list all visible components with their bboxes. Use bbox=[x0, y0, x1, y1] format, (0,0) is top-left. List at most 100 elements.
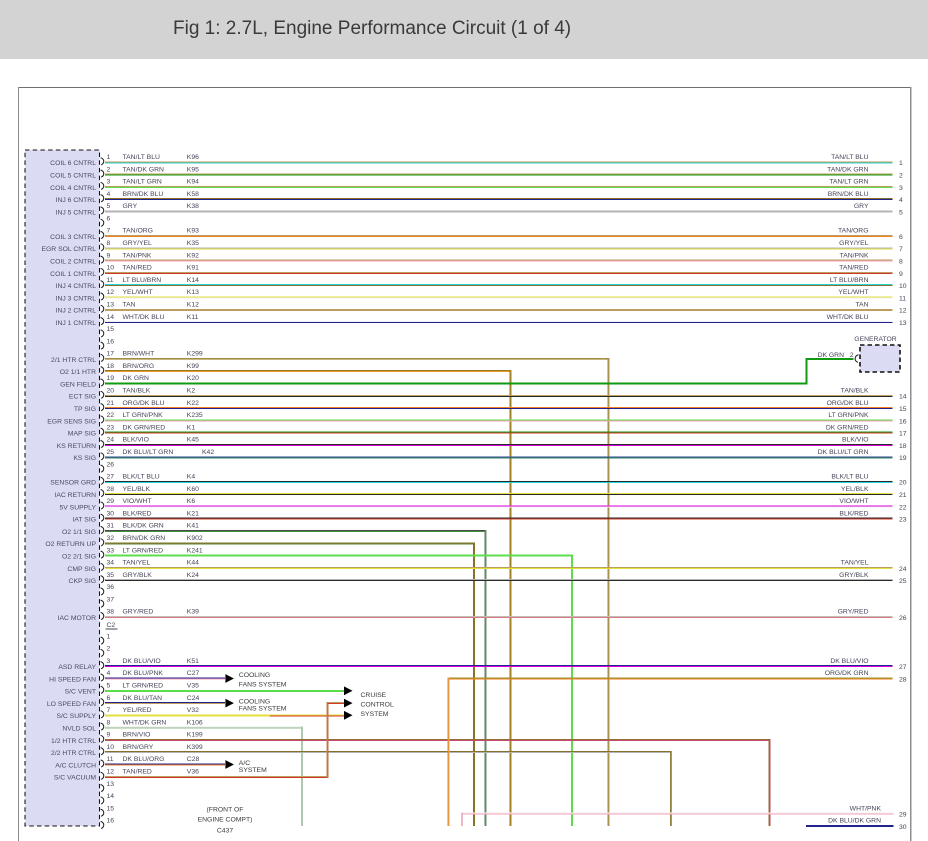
svg-text:5V SUPPLY: 5V SUPPLY bbox=[59, 504, 96, 511]
svg-text:VIO/WHT: VIO/WHT bbox=[123, 498, 152, 505]
svg-text:20: 20 bbox=[107, 388, 115, 395]
svg-text:EGR SENS SIG: EGR SENS SIG bbox=[47, 418, 96, 425]
svg-text:INJ 1 CNTRL: INJ 1 CNTRL bbox=[56, 320, 97, 327]
svg-text:TAN/RED: TAN/RED bbox=[839, 265, 868, 272]
svg-text:10: 10 bbox=[899, 283, 907, 290]
svg-text:2: 2 bbox=[899, 173, 903, 180]
svg-text:GENERATOR: GENERATOR bbox=[854, 336, 897, 343]
svg-text:LT GRN/PNK: LT GRN/PNK bbox=[123, 412, 164, 419]
svg-text:18: 18 bbox=[107, 363, 115, 370]
svg-text:K12: K12 bbox=[187, 302, 199, 309]
svg-text:BLK/VIO: BLK/VIO bbox=[123, 437, 149, 444]
svg-text:COIL 5 CNTRL: COIL 5 CNTRL bbox=[50, 173, 96, 180]
svg-text:NVLD SOL: NVLD SOL bbox=[62, 726, 96, 733]
svg-text:C2: C2 bbox=[107, 622, 116, 629]
svg-text:13: 13 bbox=[107, 781, 115, 788]
svg-text:FANS SYSTEM: FANS SYSTEM bbox=[239, 682, 287, 689]
svg-text:Fig 1: 2.7L, Engine Performanc: Fig 1: 2.7L, Engine Performance Circuit … bbox=[173, 18, 571, 39]
svg-text:LT BLU/BRN: LT BLU/BRN bbox=[830, 277, 869, 284]
svg-text:C437: C437 bbox=[217, 828, 233, 835]
svg-text:BRN/VIO: BRN/VIO bbox=[123, 732, 151, 739]
svg-text:K38: K38 bbox=[187, 203, 199, 210]
svg-text:C28: C28 bbox=[187, 756, 200, 763]
svg-text:BLK/VIO: BLK/VIO bbox=[842, 437, 868, 444]
svg-text:35: 35 bbox=[107, 572, 115, 579]
svg-text:BLK/RED: BLK/RED bbox=[123, 510, 152, 517]
svg-text:KS RETURN: KS RETURN bbox=[57, 443, 96, 450]
svg-text:18: 18 bbox=[899, 443, 907, 450]
svg-text:DK GRN: DK GRN bbox=[818, 352, 845, 359]
svg-text:1: 1 bbox=[899, 160, 903, 167]
svg-text:COIL 1 CNTRL: COIL 1 CNTRL bbox=[50, 271, 96, 278]
svg-text:COIL 3 CNTRL: COIL 3 CNTRL bbox=[50, 234, 96, 241]
svg-text:12: 12 bbox=[107, 769, 115, 776]
svg-text:K21: K21 bbox=[187, 510, 199, 517]
svg-text:KS SIG: KS SIG bbox=[73, 455, 96, 462]
svg-text:26: 26 bbox=[899, 615, 907, 622]
svg-text:6: 6 bbox=[107, 695, 111, 702]
svg-text:28: 28 bbox=[899, 676, 907, 683]
svg-text:MAP SIG: MAP SIG bbox=[68, 431, 96, 438]
svg-text:LO SPEED FAN: LO SPEED FAN bbox=[47, 701, 96, 708]
svg-text:K299: K299 bbox=[187, 351, 203, 358]
svg-text:BRN/DK BLU: BRN/DK BLU bbox=[828, 191, 869, 198]
svg-text:(FRONT OF: (FRONT OF bbox=[207, 807, 244, 814]
svg-text:BRN/DK BLU: BRN/DK BLU bbox=[123, 191, 164, 198]
svg-text:TAN: TAN bbox=[123, 302, 136, 309]
svg-text:10: 10 bbox=[107, 265, 115, 272]
svg-text:TP SIG: TP SIG bbox=[74, 406, 96, 413]
svg-text:29: 29 bbox=[107, 498, 115, 505]
svg-text:K92: K92 bbox=[187, 252, 199, 259]
svg-text:22: 22 bbox=[899, 504, 907, 511]
svg-text:BRN/DK GRN: BRN/DK GRN bbox=[123, 535, 166, 542]
svg-text:1: 1 bbox=[107, 154, 111, 161]
svg-text:25: 25 bbox=[107, 449, 115, 456]
svg-text:GRY/BLK: GRY/BLK bbox=[123, 572, 153, 579]
svg-text:21: 21 bbox=[899, 492, 907, 499]
svg-text:23: 23 bbox=[107, 424, 115, 431]
svg-text:S/C VENT: S/C VENT bbox=[65, 689, 96, 696]
svg-text:K6: K6 bbox=[187, 498, 196, 505]
svg-text:DK BLU/LT GRN: DK BLU/LT GRN bbox=[123, 449, 174, 456]
svg-text:K24: K24 bbox=[187, 572, 199, 579]
svg-text:FANS SYSTEM: FANS SYSTEM bbox=[239, 706, 287, 713]
svg-text:28: 28 bbox=[107, 486, 115, 493]
svg-text:O2 2/1 SIG: O2 2/1 SIG bbox=[62, 554, 96, 561]
svg-text:YEL/WHT: YEL/WHT bbox=[123, 289, 153, 296]
svg-text:13: 13 bbox=[107, 302, 115, 309]
svg-text:30: 30 bbox=[899, 824, 907, 831]
svg-text:COIL 2 CNTRL: COIL 2 CNTRL bbox=[50, 259, 96, 266]
svg-text:BRN/ORG: BRN/ORG bbox=[123, 363, 155, 370]
svg-text:27: 27 bbox=[107, 474, 115, 481]
svg-text:O2 1/1 SIG: O2 1/1 SIG bbox=[62, 529, 96, 536]
svg-text:V32: V32 bbox=[187, 707, 199, 714]
svg-text:3: 3 bbox=[107, 179, 111, 186]
svg-text:CMP SIG: CMP SIG bbox=[67, 566, 96, 573]
svg-text:LT GRN/RED: LT GRN/RED bbox=[123, 547, 164, 554]
svg-text:ECT SIG: ECT SIG bbox=[69, 394, 96, 401]
svg-text:14: 14 bbox=[899, 394, 907, 401]
svg-text:SENSOR GRD: SENSOR GRD bbox=[50, 480, 96, 487]
svg-text:9: 9 bbox=[899, 271, 903, 278]
svg-text:YEL/RED: YEL/RED bbox=[123, 707, 152, 714]
svg-text:IAC RETURN: IAC RETURN bbox=[54, 492, 96, 499]
svg-text:V35: V35 bbox=[187, 683, 199, 690]
svg-text:TAN/BLK: TAN/BLK bbox=[841, 388, 869, 395]
svg-text:GRY: GRY bbox=[123, 203, 138, 210]
svg-text:EGR SOL CNTRL: EGR SOL CNTRL bbox=[41, 246, 96, 253]
svg-text:22: 22 bbox=[107, 412, 115, 419]
svg-text:15: 15 bbox=[899, 406, 907, 413]
svg-text:K95: K95 bbox=[187, 166, 199, 173]
svg-text:5: 5 bbox=[107, 683, 111, 690]
svg-text:BRN/GRY: BRN/GRY bbox=[123, 744, 154, 751]
svg-text:12: 12 bbox=[107, 289, 115, 296]
svg-text:V36: V36 bbox=[187, 769, 199, 776]
svg-text:19: 19 bbox=[899, 455, 907, 462]
svg-text:TAN/LT GRN: TAN/LT GRN bbox=[829, 179, 868, 186]
svg-text:K106: K106 bbox=[187, 719, 203, 726]
svg-text:BLK/LT BLU: BLK/LT BLU bbox=[123, 474, 160, 481]
svg-text:K22: K22 bbox=[187, 400, 199, 407]
svg-text:WHT/PNK: WHT/PNK bbox=[850, 805, 882, 812]
svg-text:10: 10 bbox=[107, 744, 115, 751]
svg-text:16: 16 bbox=[899, 418, 907, 425]
